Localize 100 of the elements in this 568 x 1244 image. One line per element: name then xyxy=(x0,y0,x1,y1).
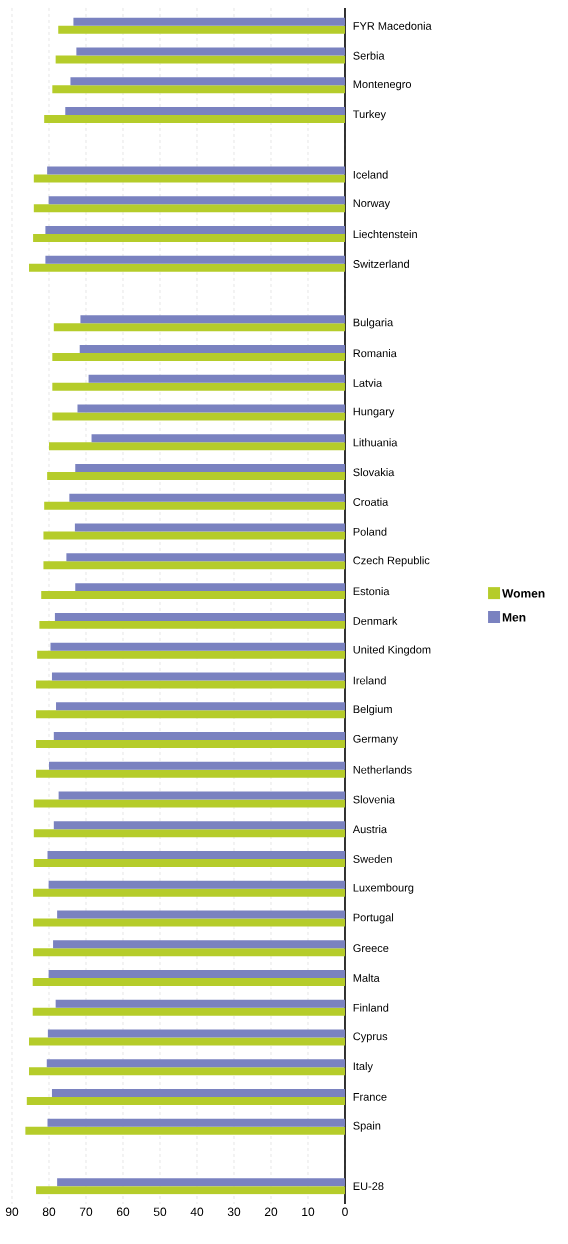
bar xyxy=(53,731,345,740)
y-tick-label: Poland xyxy=(353,527,387,536)
bar xyxy=(33,234,345,243)
bar xyxy=(39,620,345,629)
bar xyxy=(33,174,345,183)
bar xyxy=(57,1178,345,1187)
bar xyxy=(46,1059,345,1068)
y-tick-label: Montenegro xyxy=(353,80,412,91)
bar xyxy=(58,791,345,800)
bar xyxy=(54,612,345,621)
y-tick-label: Netherlands xyxy=(353,765,412,774)
bar xyxy=(51,672,345,681)
bar xyxy=(79,345,345,354)
bar xyxy=(47,1029,345,1038)
bar xyxy=(33,829,345,838)
y-tick-label: Norway xyxy=(353,199,391,210)
bar xyxy=(55,999,345,1008)
y-tick-label: Latvia xyxy=(353,378,383,387)
y-tick-label: Malta xyxy=(353,973,380,982)
legend-label: Men xyxy=(502,613,526,622)
bar xyxy=(29,1037,345,1046)
bar xyxy=(73,17,345,26)
bar xyxy=(33,858,345,867)
x-tick-label: 40 xyxy=(190,1207,204,1217)
bar xyxy=(91,434,345,443)
x-tick-label: 70 xyxy=(79,1207,93,1217)
y-tick-label: Romania xyxy=(353,349,397,358)
bar xyxy=(52,353,345,362)
bar xyxy=(65,107,345,116)
bar xyxy=(36,1186,345,1195)
bar xyxy=(48,196,345,205)
bar xyxy=(56,702,345,711)
y-tick-label: Austria xyxy=(352,825,388,834)
bar xyxy=(33,204,345,213)
x-tick-label: 90 xyxy=(5,1207,19,1217)
y-tick-label: Italy xyxy=(353,1062,373,1073)
y-tick-label: Cyprus xyxy=(353,1032,388,1043)
bar xyxy=(49,442,345,451)
bar xyxy=(44,115,345,124)
bar xyxy=(45,226,345,235)
bar xyxy=(50,642,345,651)
y-tick-label: Hungary xyxy=(353,407,395,418)
y-tick-label: Czech Republic xyxy=(353,556,430,567)
y-tick-label: Estonia xyxy=(353,587,390,596)
bar xyxy=(80,315,345,324)
x-tick-label: 10 xyxy=(302,1207,315,1217)
legend-label: Women xyxy=(502,589,545,598)
y-tick-label: Slovenia xyxy=(353,795,395,804)
bar xyxy=(33,948,345,957)
bar xyxy=(41,591,345,600)
bar xyxy=(88,374,345,383)
bar xyxy=(48,969,345,978)
y-tick-label: Denmark xyxy=(353,616,398,625)
y-tick-label: Luxembourg xyxy=(353,883,414,894)
bar xyxy=(47,166,345,175)
bar xyxy=(75,583,345,592)
bar xyxy=(48,880,345,889)
bar xyxy=(29,263,345,272)
bar xyxy=(69,493,345,502)
y-tick-label: Belgium xyxy=(353,705,392,716)
y-tick-label: Iceland xyxy=(353,170,388,179)
bar xyxy=(53,323,345,332)
bar xyxy=(47,472,345,481)
y-tick-label: Slovakia xyxy=(353,468,395,477)
bar xyxy=(32,1007,345,1016)
y-tick-label: Greece xyxy=(353,944,389,953)
y-tick-label: Liechtenstein xyxy=(353,230,417,239)
bar xyxy=(49,761,345,770)
y-tick-label: Finland xyxy=(353,1003,389,1012)
y-tick-label: EU-28 xyxy=(353,1182,384,1191)
y-tick-label: Lithuania xyxy=(353,438,398,447)
y-tick-label: Bulgaria xyxy=(353,318,394,329)
bar xyxy=(55,55,345,64)
bar xyxy=(77,404,345,413)
x-tick-label: 60 xyxy=(116,1207,130,1217)
bar xyxy=(37,650,345,659)
x-tick-label: 30 xyxy=(227,1207,241,1217)
bar xyxy=(29,1067,345,1076)
bar xyxy=(52,412,345,421)
bar xyxy=(36,739,345,748)
bar xyxy=(43,531,345,540)
bar xyxy=(70,77,345,86)
y-tick-label: Serbia xyxy=(353,51,385,60)
x-tick-label: 80 xyxy=(42,1207,56,1217)
y-tick-label: Sweden xyxy=(353,854,392,863)
bar xyxy=(33,888,345,897)
bar xyxy=(58,25,345,34)
y-tick-label: United Kingdom xyxy=(353,645,431,656)
bar xyxy=(66,553,345,562)
bar xyxy=(53,940,345,949)
bar xyxy=(26,1096,345,1105)
y-tick-label: Ireland xyxy=(353,676,386,685)
x-tick-label: 50 xyxy=(153,1207,167,1217)
y-tick-label: Croatia xyxy=(353,497,389,506)
bar xyxy=(52,382,345,391)
y-tick-label: Portugal xyxy=(353,913,394,924)
y-tick-label: FYR Macedonia xyxy=(353,21,432,30)
bar xyxy=(45,255,345,264)
y-tick-label: Turkey xyxy=(353,109,386,121)
bar xyxy=(76,47,345,56)
